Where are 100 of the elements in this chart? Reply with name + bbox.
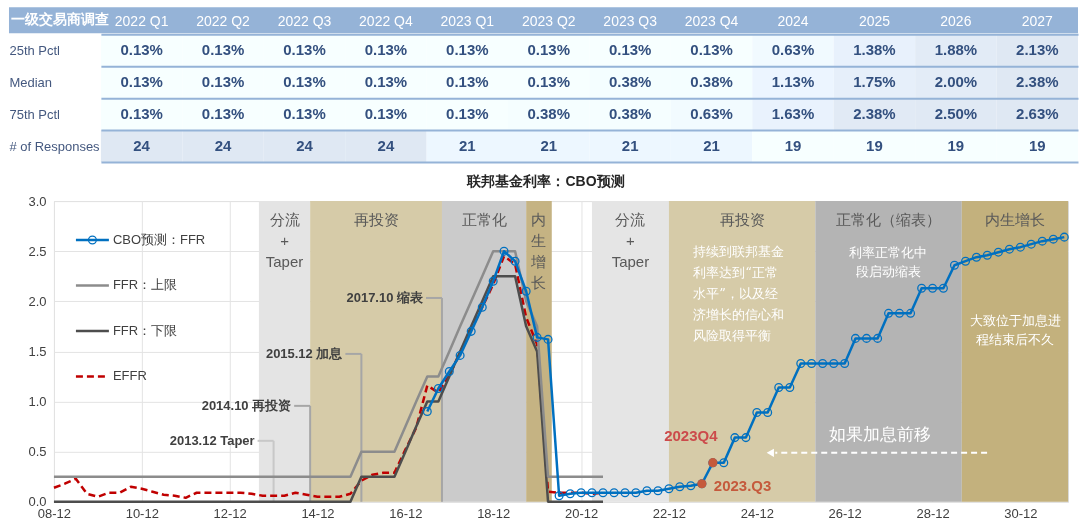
legend-label: FFR：上限 [112,277,178,293]
point [422,407,432,417]
point [873,333,883,343]
point [719,458,729,468]
x-tick-label: 2023 Q4 [684,12,739,29]
point [543,334,553,344]
data-label: 0.13% [364,105,408,123]
point [829,358,839,368]
data-label: 2.50% [934,105,978,123]
point [850,333,860,343]
point [938,283,948,293]
point [675,482,685,492]
x-tick-label: 2025 [858,12,891,29]
data-label: 19 [866,137,883,155]
point [653,486,663,496]
data-label: 24 [214,137,233,155]
point [642,486,652,496]
x-tick-label: 2022 Q3 [277,12,332,29]
point [894,308,905,318]
point [917,283,927,293]
point [949,260,959,270]
data-label: 19 [1028,137,1046,155]
data-label: 24 [296,137,314,155]
data-label: 0.13% [201,41,245,59]
point [982,250,992,260]
data-label: 0.38% [608,73,652,91]
data-label: 19 [947,137,965,155]
point [785,382,795,393]
point [554,491,564,501]
x-tick-label: 2026 [940,12,972,29]
y-tick-label: # of Responses [9,138,101,154]
data-label: 0.13% [283,41,326,59]
x-tick-label: 2023 Q2 [521,12,576,29]
legend-label: CBO预测：FFR [112,232,206,248]
point [840,358,850,368]
y-tick-label: 25th Pctl [9,42,61,58]
x-tick-label: 18-12 [477,506,511,522]
data-label: 0.38% [608,105,652,123]
data-label: 0.13% [283,73,326,91]
point [609,488,619,498]
data-label: 0.63% [690,105,733,123]
point [532,332,542,342]
point [444,366,454,376]
point [993,247,1003,257]
data-label: 0.13% [120,105,163,123]
point [455,350,465,360]
data-label: 0.13% [364,41,408,59]
point [664,484,674,494]
point [752,408,762,418]
point [807,358,817,368]
y-tick-label: 0.5 [28,444,47,460]
data-label: 1.38% [853,41,896,59]
point [928,283,938,293]
data-label: 0.13% [446,105,489,123]
x-tick-label: 16-12 [389,506,423,522]
point [686,481,696,491]
point [862,333,872,343]
data-label: 24 [377,137,395,155]
ref-line-label: 2015.12 加息 [265,345,344,361]
data-label: 0.13% [201,73,245,91]
x-tick-label: 2027 [1021,12,1054,29]
data-label: 0.38% [690,73,733,91]
point [521,286,531,296]
data-label: 0.13% [690,41,733,59]
x-tick-label: 2023 Q3 [603,12,658,29]
point [565,489,575,499]
x-tick-label: 28-12 [916,506,950,522]
y-tick-label: Median [9,74,53,90]
data-label: 19 [784,137,802,155]
point [587,488,597,498]
ref-line-label: 2017.10 缩表 [346,289,424,305]
point [433,383,443,394]
x-tick-label: 22-12 [652,506,687,522]
x-tick-label: 26-12 [828,506,862,522]
x-tick-label: 12-12 [213,506,247,522]
band-label: 再投资 [719,211,765,229]
data-label: 0.13% [608,41,652,59]
y-tick-label: 75th Pctl [9,106,61,122]
point [818,358,828,368]
band-label: 分流 + Taper [265,211,304,270]
annotation: 持续到联邦基金利率达到“正常水平”，以及经济增长的信心和风险取得平衡 [693,244,785,343]
data-label: 0.38% [527,105,570,123]
point [971,252,981,262]
band-label: 再投资 [353,211,399,229]
point [730,433,740,443]
data-label: 1.63% [771,105,815,123]
point [488,276,498,286]
annotation: 利率正常化中段启动缩表 [849,245,928,279]
point [631,488,641,498]
point [1048,234,1058,244]
data-label: 0.13% [201,105,245,123]
point [510,256,520,266]
x-tick-label: 10-12 [125,506,159,522]
legend-label: FFR：下限 [112,322,178,338]
data-label: 0.13% [364,73,408,91]
data-label: 0.13% [527,41,570,59]
y-tick-label: 2.5 [28,243,47,259]
data-label: 1.75% [853,73,896,91]
point [466,326,476,336]
annotation: 大致位于加息进程结束后不久 [969,312,1061,347]
